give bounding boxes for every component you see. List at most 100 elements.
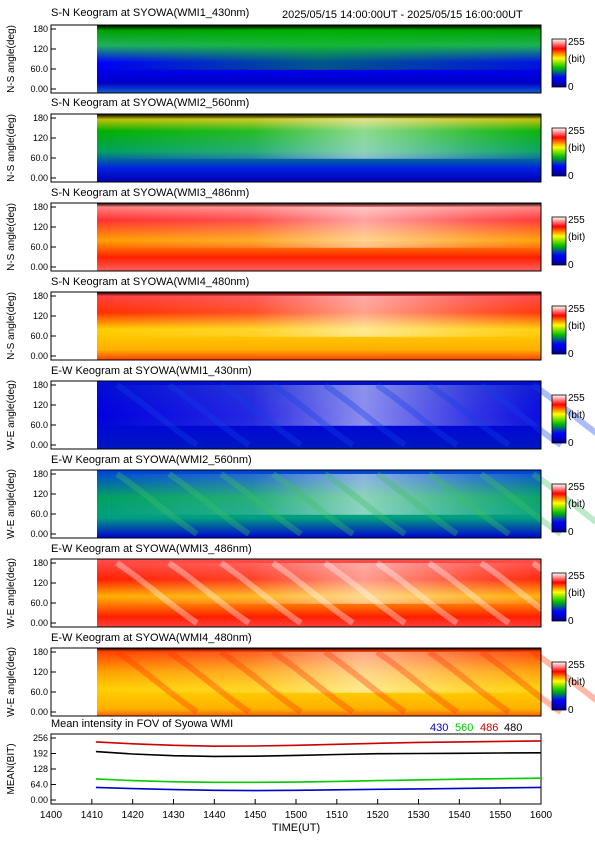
keogram-panel: E-W Keogram at SYOWA(WMI3_486nm)180 120 60…	[6, 543, 595, 628]
time-range-header: 2025/05/15 14:00:00UT - 2025/05/15 16:00…	[282, 9, 523, 21]
series-line-430	[95, 786, 542, 792]
y-axis-label: W-E angle(deg)	[6, 647, 17, 717]
colorbar-unit-label: (bit)	[568, 588, 585, 599]
no-data-region	[51, 559, 97, 627]
keogram-streak	[427, 471, 511, 537]
colorbar-min-label: 0	[568, 616, 574, 627]
keogram-streak	[375, 382, 459, 448]
x-tick-label: 1530	[407, 810, 430, 821]
no-data-region	[51, 648, 97, 716]
chart-title: Mean intensity in FOV of Syowa WMI	[51, 718, 233, 730]
keogram-streak	[167, 382, 251, 448]
y-tick-label: 192	[33, 749, 48, 759]
colorbar-unit-label: (bit)	[568, 54, 585, 65]
keogram-highlight	[97, 474, 541, 515]
colorbar-unit-label: (bit)	[568, 410, 585, 421]
y-tick-label: 120	[33, 311, 48, 321]
panel-title: S-N Keogram at SYOWA(WMI4_480nm)	[51, 276, 249, 288]
y-tick-label: 180	[33, 202, 48, 212]
y-tick-label: 128	[33, 764, 48, 774]
panel-title: S-N Keogram at SYOWA(WMI2_560nm)	[51, 97, 249, 109]
y-tick-label: 60.0	[30, 242, 48, 252]
y-tick-label: 60.0	[30, 331, 48, 341]
no-data-region	[51, 470, 97, 538]
x-axis-label: TIME(UT)	[272, 822, 320, 834]
y-tick-label: 64.0	[30, 780, 48, 790]
colorbar	[551, 216, 567, 266]
x-tick-label: 1400	[40, 810, 63, 821]
x-tick-label: 1510	[326, 810, 349, 821]
y-axis-label: N-S angle(deg)	[6, 292, 17, 360]
y-tick-label: 0.00	[30, 529, 48, 539]
panel-title: E-W Keogram at SYOWA(WMI2_560nm)	[51, 454, 252, 466]
x-tick-label: 1430	[162, 810, 185, 821]
colorbar	[551, 38, 567, 88]
keogram-highlight	[97, 652, 541, 693]
colorbar-min-label: 0	[568, 705, 574, 716]
keogram-streak	[323, 471, 407, 537]
keogram-streak	[115, 471, 199, 537]
colorbar-unit-label: (bit)	[568, 321, 585, 332]
y-tick-label: 60.0	[30, 153, 48, 163]
keogram-streak	[375, 560, 459, 626]
colorbar-min-label: 0	[568, 349, 574, 360]
colorbar	[551, 127, 567, 177]
y-tick-label: 120	[33, 44, 48, 54]
series-line-486	[95, 740, 542, 748]
keogram-streak	[115, 382, 199, 448]
panel-frame	[50, 113, 542, 183]
keogram-highlight	[97, 207, 541, 248]
keogram-streak	[115, 649, 199, 715]
colorbar-max-label: 255	[568, 660, 585, 671]
keogram-streak	[427, 382, 511, 448]
keogram-streak	[427, 560, 511, 626]
keogram-streak	[271, 649, 355, 715]
x-tick-label: 1500	[285, 810, 308, 821]
y-tick-label: 180	[33, 24, 48, 34]
keogram-panel: E-W Keogram at SYOWA(WMI1_430nm)180 120 60…	[6, 365, 595, 450]
x-tick-label: 1450	[244, 810, 267, 821]
x-tick-label: 1440	[203, 810, 226, 821]
keogram-panel: S-N Keogram at SYOWA(WMI2_560nm)180 120 60…	[6, 97, 585, 183]
x-tick-label: 1520	[367, 810, 390, 821]
colorbar	[551, 394, 567, 444]
panel-title: E-W Keogram at SYOWA(WMI3_486nm)	[51, 543, 252, 555]
panel-frame	[50, 647, 542, 717]
keogram-streak	[219, 649, 303, 715]
keogram-streak	[323, 382, 407, 448]
x-tick-label: 1410	[81, 810, 104, 821]
y-tick-label: 180	[33, 291, 48, 301]
panel-frame	[50, 202, 542, 272]
keogram-panel: S-N Keogram at SYOWA(WMI3_486nm)180 120 60…	[6, 187, 585, 272]
keogram-panel: S-N Keogram at SYOWA(WMI1_430nm)180 120 60…	[6, 7, 585, 94]
y-axis-label: N-S angle(deg)	[6, 25, 17, 93]
colorbar-max-label: 255	[568, 393, 585, 404]
keogram-streak	[375, 649, 459, 715]
keogram-streak	[167, 471, 251, 537]
keogram-streak	[323, 649, 407, 715]
x-tick-label: 1600	[530, 810, 553, 821]
panel-title: S-N Keogram at SYOWA(WMI1_430nm)	[51, 7, 249, 19]
colorbar-max-label: 255	[568, 126, 585, 137]
y-axis-label: W-E angle(deg)	[6, 469, 17, 539]
keogram-panel: E-W Keogram at SYOWA(WMI2_560nm)180 120 60…	[6, 454, 595, 539]
no-data-region	[51, 25, 97, 93]
y-tick-label: 0.00	[30, 707, 48, 717]
keogram-highlight	[97, 296, 541, 337]
colorbar-min-label: 0	[568, 527, 574, 538]
colorbar-max-label: 255	[568, 304, 585, 315]
keogram-panel: E-W Keogram at SYOWA(WMI4_480nm)180 120 60…	[6, 632, 595, 717]
colorbar	[551, 483, 567, 533]
y-tick-label: 180	[33, 558, 48, 568]
no-data-region	[51, 381, 97, 449]
keogram-panels: S-N Keogram at SYOWA(WMI1_430nm)18012060…	[6, 7, 595, 717]
y-tick-label: 60.0	[30, 687, 48, 697]
keogram-highlight	[97, 385, 541, 426]
keogram-streak	[427, 649, 511, 715]
y-axis-label: W-E angle(deg)	[6, 558, 17, 628]
y-tick-label: 120	[33, 489, 48, 499]
colorbar-min-label: 0	[568, 171, 574, 182]
legend-entry-480: 480	[504, 722, 522, 734]
keogram-highlight	[97, 29, 541, 70]
